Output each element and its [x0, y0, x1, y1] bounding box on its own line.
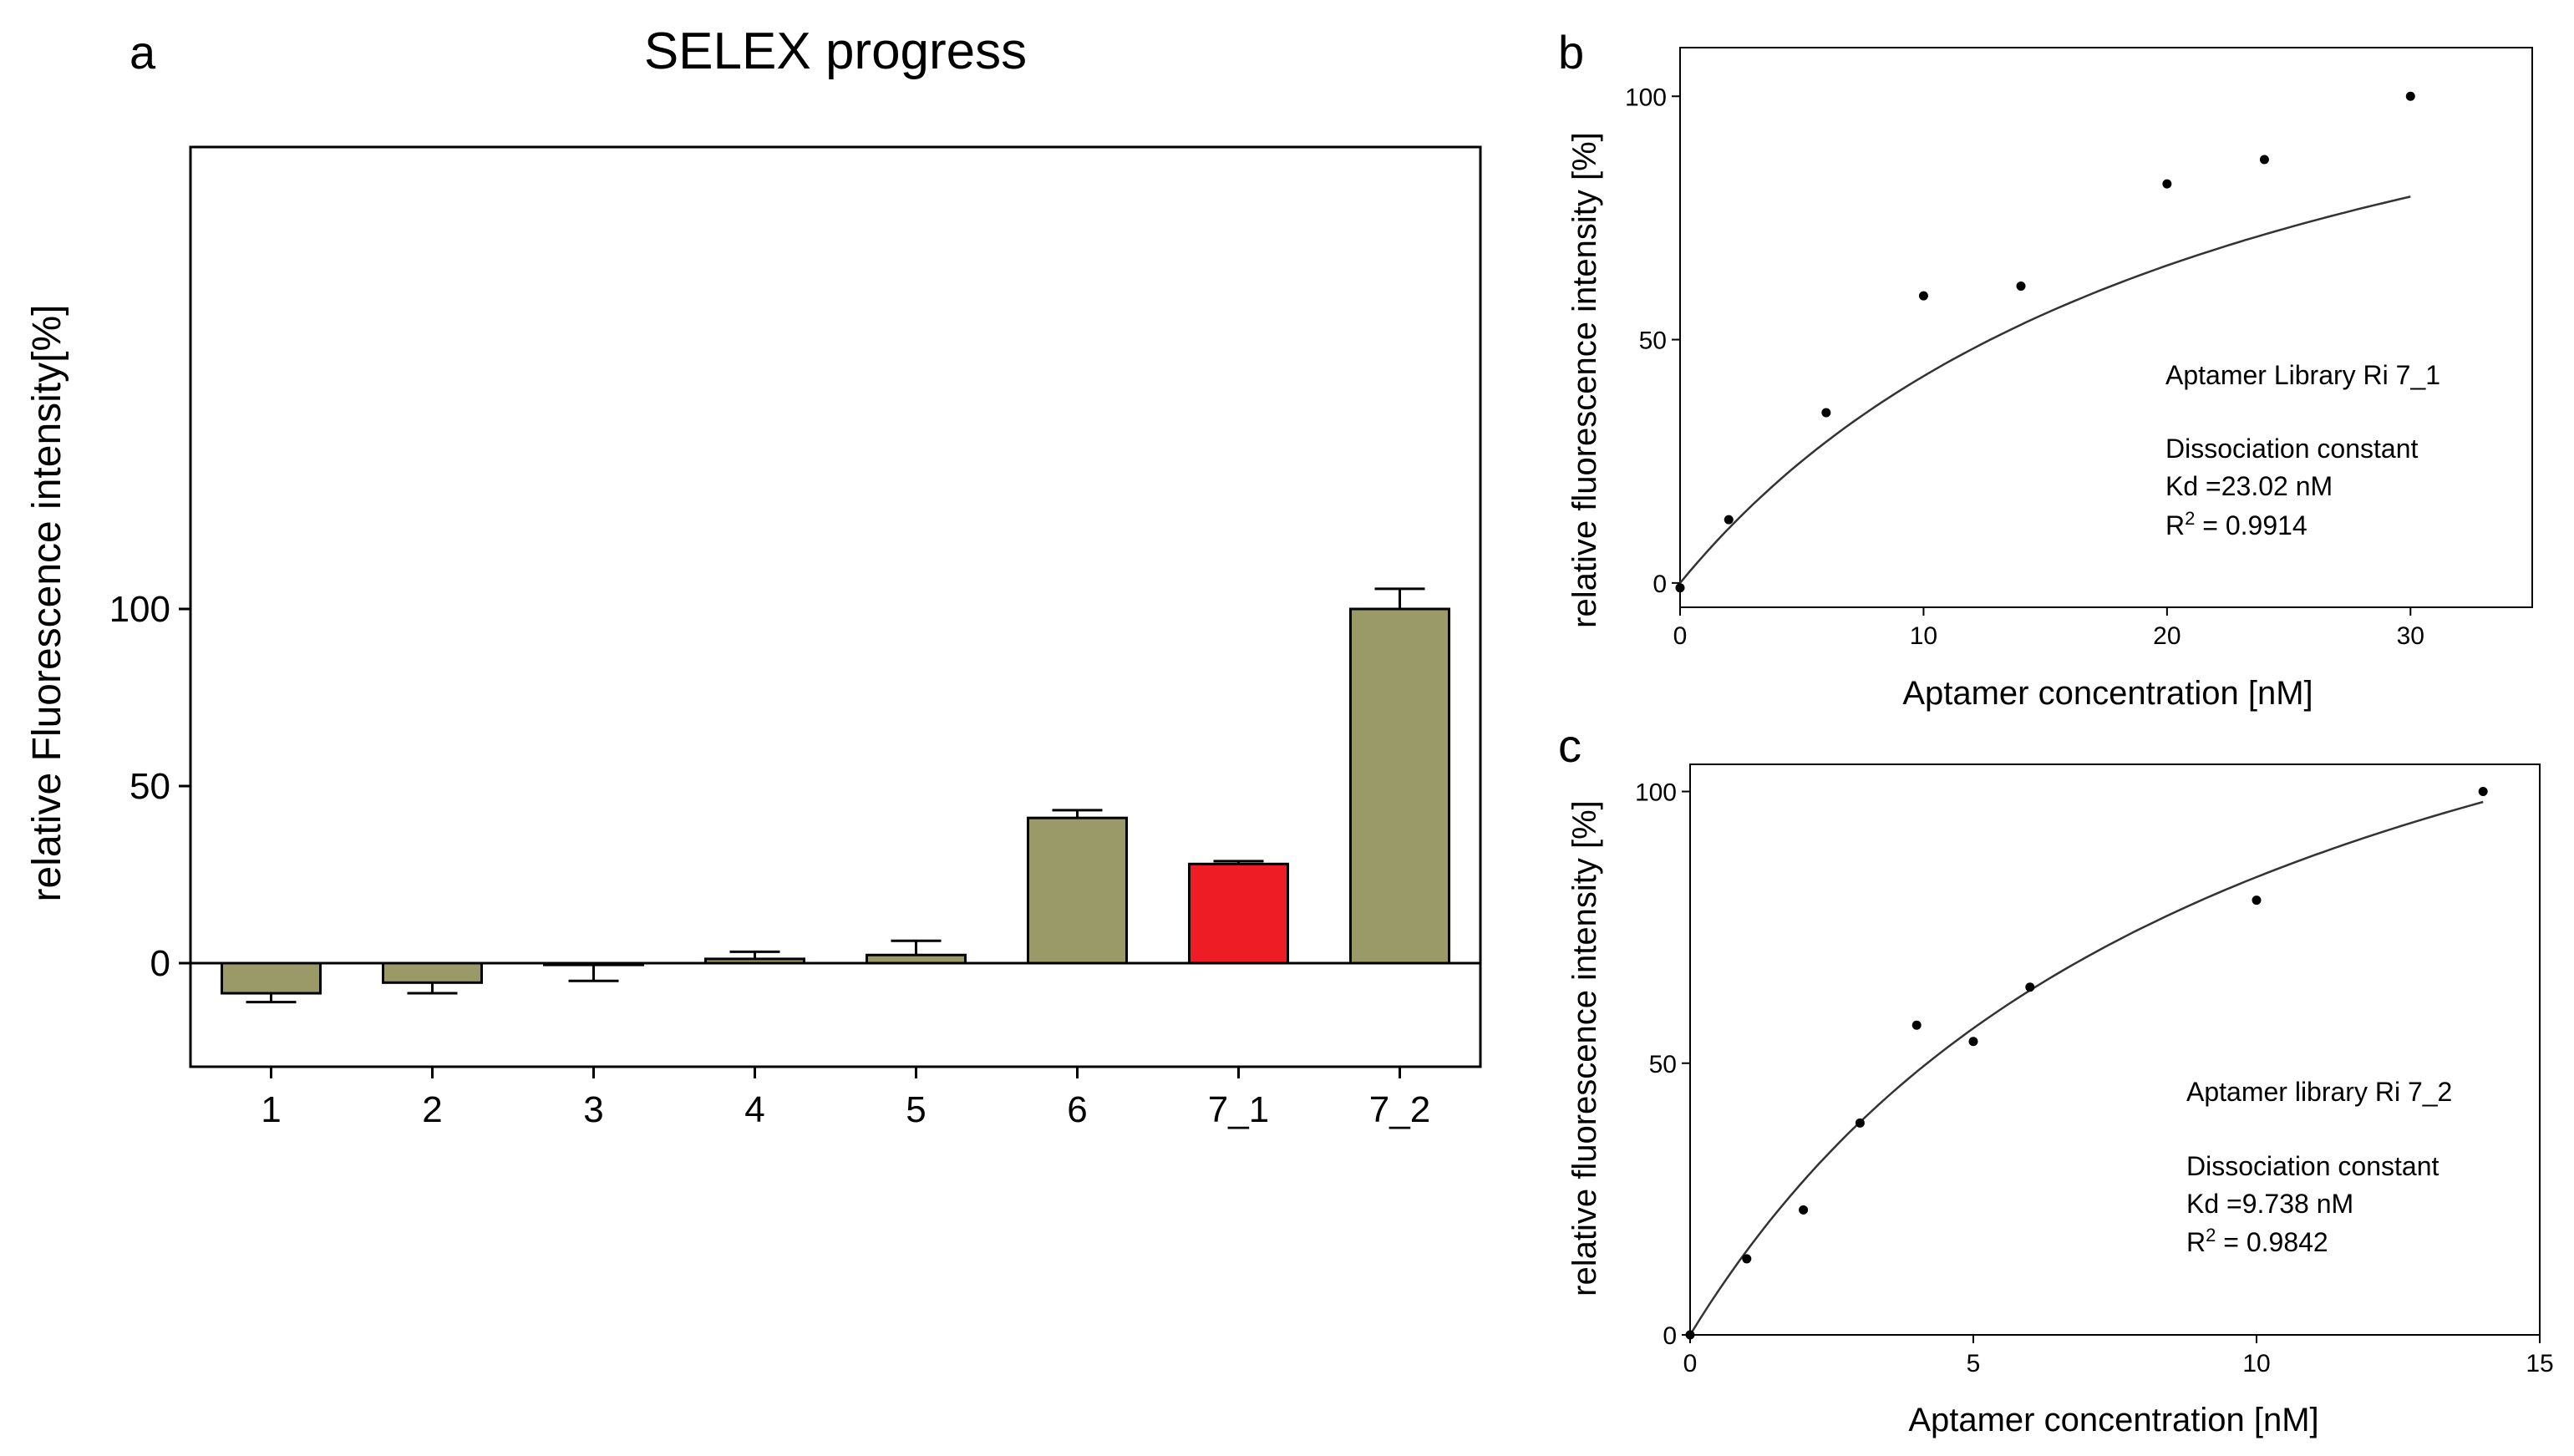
data-point	[1724, 515, 1734, 525]
chart-c-y-axis-title: relative fluorescence intensity [%]	[1566, 800, 1603, 1296]
chart-b-annotation-kd: Kd =23.02 nM	[2165, 471, 2333, 501]
data-point	[2162, 179, 2172, 189]
x-tick-label: 10	[1910, 622, 1937, 650]
y-tick-label: 50	[129, 766, 170, 807]
data-point	[1911, 1020, 1922, 1030]
x-tick-label: 2	[422, 1089, 442, 1130]
chart-b-fit-curve	[1679, 195, 2411, 584]
chart-b-frame	[1679, 47, 2533, 608]
data-point	[2478, 787, 2488, 797]
x-tick-label: 7_1	[1208, 1089, 1269, 1130]
data-point	[2259, 155, 2269, 165]
x-tick-label: 5	[1967, 1350, 1981, 1377]
r2-symbol: R	[2186, 1227, 2206, 1257]
chart-b-x-axis-title: Aptamer concentration [nM]	[1902, 675, 2313, 712]
data-point	[2405, 91, 2415, 101]
bar	[1188, 862, 1289, 965]
data-point	[1968, 1037, 1978, 1047]
r2-symbol: R	[2165, 510, 2185, 540]
panel-c-letter: c	[1558, 719, 1581, 772]
data-point	[2025, 982, 2035, 992]
x-tick-label: 0	[1683, 1350, 1698, 1377]
r2-exponent: 2	[2206, 1225, 2216, 1245]
bar	[1027, 816, 1128, 965]
chart-c-x-axis-title: Aptamer concentration [nM]	[1908, 1402, 2318, 1438]
data-point	[1675, 583, 1685, 593]
chart-c-points	[1685, 787, 2488, 1340]
y-tick-label: 100	[1625, 84, 1667, 111]
y-tick-label: 0	[1653, 571, 1667, 598]
x-tick-label: 10	[2242, 1350, 2270, 1377]
panel-b-letter: b	[1558, 26, 1584, 79]
x-tick-label: 6	[1067, 1089, 1087, 1130]
y-tick-label: 50	[1639, 327, 1667, 355]
chart-a-y-axis: 0 50 100	[109, 589, 190, 984]
bar	[382, 961, 483, 984]
data-point	[1821, 408, 1831, 418]
y-tick-label: 50	[1649, 1051, 1677, 1078]
x-tick-label: 7_2	[1369, 1089, 1430, 1130]
panel-a-letter: a	[129, 26, 156, 79]
chart-a-y-axis-title: relative Fluorescence intensity[%]	[25, 305, 69, 902]
chart-c-annotation-r2: R2 = 0.9842	[2186, 1225, 2328, 1257]
x-tick-label: 4	[744, 1089, 764, 1130]
x-tick-label: 3	[583, 1089, 603, 1130]
y-tick-label: 100	[1635, 779, 1677, 807]
data-point	[1742, 1254, 1752, 1264]
chart-b-axes: 0 10 20 30 0 50 100	[1625, 84, 2424, 650]
data-point	[1799, 1205, 1809, 1215]
chart-c-annotation: Aptamer library Ri 7_2 Dissociation cons…	[2186, 1077, 2452, 1257]
chart-a-x-axis: 1 2 3 4 5 6 7_1 7_2	[261, 1067, 1430, 1130]
r2-value: = 0.9842	[2216, 1227, 2328, 1257]
bar	[1349, 607, 1450, 965]
chart-c-frame	[1689, 764, 2541, 1336]
x-tick-label: 30	[2397, 622, 2424, 650]
x-tick-label: 20	[2153, 622, 2181, 650]
fit-curve	[1679, 195, 2411, 584]
y-tick-label: 0	[150, 943, 170, 984]
x-tick-label: 1	[261, 1089, 281, 1130]
chart-b-points	[1675, 91, 2415, 593]
chart-b-annotation: Aptamer Library Ri 7_1 Dissociation cons…	[2165, 360, 2440, 540]
data-point	[2016, 281, 2026, 291]
r2-exponent: 2	[2185, 508, 2195, 529]
x-tick-label: 15	[2526, 1350, 2553, 1377]
chart-c-fit-curve	[1688, 800, 2484, 1336]
r2-value: = 0.9914	[2195, 510, 2307, 540]
y-tick-label: 0	[1663, 1322, 1677, 1350]
x-tick-label: 0	[1673, 622, 1688, 650]
chart-b-annotation-r2: R2 = 0.9914	[2165, 508, 2307, 540]
y-tick-label: 100	[109, 589, 170, 630]
data-point	[1918, 291, 1928, 301]
chart-c-annotation-heading: Dissociation constant	[2186, 1151, 2439, 1181]
chart-a-bars	[190, 587, 1480, 1004]
fit-curve	[1688, 800, 2484, 1336]
data-point	[1685, 1330, 1695, 1340]
chart-c-annotation-kd: Kd =9.738 nM	[2186, 1189, 2353, 1219]
data-point	[1855, 1118, 1865, 1128]
chart-a-title: SELEX progress	[644, 23, 1027, 80]
chart-a-frame	[189, 145, 1482, 1068]
chart-b-y-axis-title: relative fluorescence intensity [%]	[1566, 132, 1603, 628]
x-tick-label: 5	[906, 1089, 926, 1130]
chart-b-annotation-heading: Dissociation constant	[2165, 434, 2418, 464]
chart-c-annotation-library: Aptamer library Ri 7_2	[2186, 1077, 2452, 1107]
bar	[221, 961, 322, 995]
chart-b-annotation-library: Aptamer Library Ri 7_1	[2165, 360, 2440, 390]
data-point	[2252, 895, 2262, 906]
